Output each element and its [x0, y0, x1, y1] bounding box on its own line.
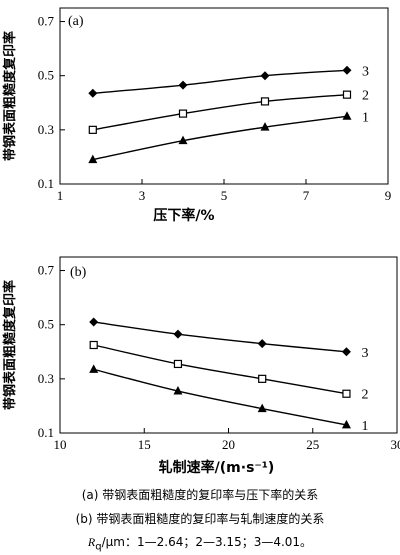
y-tick-label: 0.1 — [38, 425, 54, 440]
caption-b: (b) 带钢表面粗糙度的复印率与轧制速度的关系 — [75, 512, 325, 526]
data-point-square — [342, 389, 351, 398]
series-2: 2 — [88, 89, 369, 134]
series-3: 3 — [89, 317, 368, 361]
y-axis-label: 带钢表面粗糙度复印率 — [2, 280, 18, 410]
y-tick-label: 0.5 — [38, 68, 54, 83]
series-1: 1 — [88, 110, 369, 164]
series-line — [92, 93, 348, 131]
data-point-square — [258, 374, 267, 383]
data-point-triangle — [178, 135, 188, 145]
data-point-diamond — [257, 339, 267, 349]
y-tick-label: 0.3 — [38, 122, 54, 137]
y-tick-label: 0.7 — [38, 14, 55, 29]
caption-rq-values: /μm：1—2.64；2—3.15；3—4.01。 — [101, 535, 313, 549]
x-tick-label: 15 — [138, 437, 151, 452]
caption-rq-subscript: q — [95, 541, 102, 553]
series-label: 1 — [362, 110, 369, 125]
data-point-triangle — [260, 122, 270, 131]
x-tick-label: 9 — [385, 188, 392, 203]
y-tick-label: 0.7 — [38, 263, 55, 278]
data-point-diamond — [88, 88, 98, 98]
series-3: 3 — [88, 64, 369, 98]
caption-legend: Rq/μm：1—2.64；2—3.15；3—4.01。 — [0, 533, 400, 552]
data-point-diamond — [173, 329, 183, 339]
y-axis-label: 带钢表面粗糙度复印率 — [2, 31, 18, 161]
data-point-diamond — [341, 347, 351, 357]
data-point-diamond — [260, 71, 270, 81]
chart-panel-a: 1 3 5 7 9 0.1 0.3 0.5 0.7 (a) 压下率/% 带钢表面粗糙度复印率 3 2 1 — [2, 7, 392, 224]
plot-frame — [59, 256, 398, 434]
x-tick-label: 7 — [303, 188, 310, 203]
series-label: 3 — [361, 346, 368, 361]
series-line — [93, 321, 347, 353]
x-tick-label: 3 — [139, 188, 146, 203]
series-line — [92, 115, 348, 161]
plot-frame — [59, 7, 389, 185]
x-tick-label: 20 — [222, 437, 235, 452]
series-label: 1 — [361, 419, 368, 434]
data-point-square — [89, 340, 98, 350]
x-tick-label: 25 — [306, 437, 319, 452]
series-2: 2 — [89, 340, 368, 403]
series-line — [93, 368, 347, 426]
data-point-triangle — [88, 154, 98, 164]
series-label: 2 — [362, 89, 369, 104]
x-tick-label: 30 — [391, 437, 400, 452]
data-point-triangle — [341, 419, 351, 429]
data-point-square — [173, 359, 183, 369]
y-tick-label: 0.3 — [38, 371, 54, 386]
series-label: 3 — [362, 64, 369, 79]
x-axis-label: 轧制速率/(m·s⁻¹) — [159, 459, 275, 476]
data-point-square — [88, 125, 97, 134]
panel-label: (a) — [68, 14, 84, 29]
chart-panel-b: 10 15 20 25 30 0.1 0.3 0.5 0.7 (b) 轧制速率/(m·s⁻¹) 带钢表… — [2, 256, 400, 476]
x-tick-label: 10 — [54, 437, 67, 452]
data-point-triangle — [173, 386, 183, 395]
data-point-square — [342, 90, 352, 99]
x-axis-label: 压下率/% — [153, 207, 214, 224]
series-line — [93, 344, 347, 395]
panel-label: (b) — [70, 265, 87, 280]
y-tick-label: 0.5 — [38, 317, 54, 332]
caption-rq-symbol: R — [87, 535, 96, 549]
data-point-diamond — [89, 317, 99, 327]
caption-a: (a) 带钢表面粗糙度的复印率与压下率的关系 — [81, 488, 319, 502]
series-label: 2 — [361, 388, 368, 403]
data-point-diamond — [178, 80, 188, 90]
series-1: 1 — [89, 364, 368, 434]
y-tick-label: 0.1 — [38, 176, 54, 191]
series-line — [92, 69, 348, 94]
data-point-triangle — [257, 403, 267, 413]
data-point-triangle — [342, 111, 352, 120]
data-point-triangle — [89, 364, 99, 373]
data-point-square — [178, 109, 188, 118]
data-point-diamond — [342, 65, 352, 75]
x-tick-label: 1 — [57, 188, 64, 203]
data-point-square — [260, 97, 270, 106]
x-tick-label: 5 — [221, 188, 228, 203]
